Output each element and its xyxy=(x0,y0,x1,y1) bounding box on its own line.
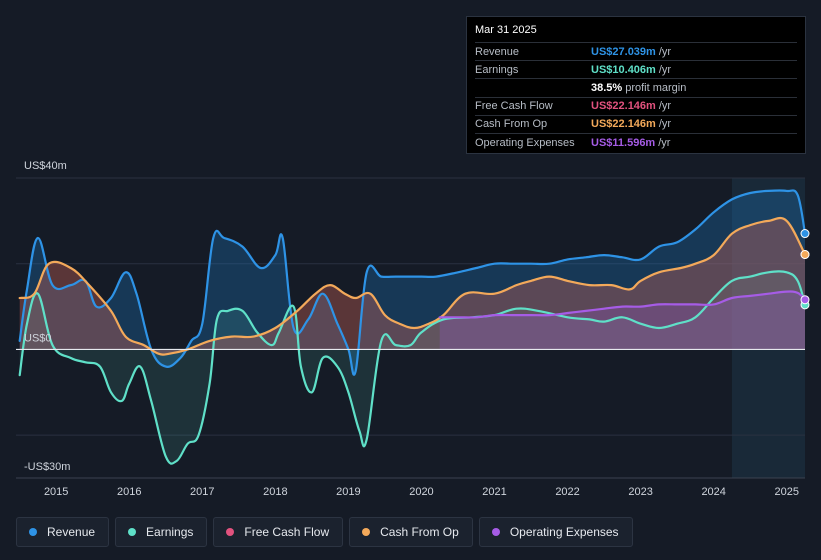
legend-dot-icon xyxy=(226,528,235,536)
legend-item-earnings[interactable]: Earnings xyxy=(115,517,208,547)
legend-label: Earnings xyxy=(146,525,194,539)
x-tick-label: 2021 xyxy=(482,486,506,498)
operating-expenses-endpoint-marker xyxy=(800,295,810,305)
tooltip-label: Revenue xyxy=(475,45,520,58)
y-tick-label: US$40m xyxy=(24,160,67,172)
legend-label: Cash From Op xyxy=(380,525,459,539)
tooltip-label: Free Cash Flow xyxy=(475,100,553,113)
profit-margin-value: 38.5% xyxy=(591,81,623,94)
legend-dot-icon xyxy=(362,528,371,536)
operating-expenses-line xyxy=(438,290,807,319)
tooltip-row-free-cash-flow: Free Cash Flow US$22.146m /yr xyxy=(475,96,797,115)
x-tick-label: 2025 xyxy=(774,486,798,498)
legend-label: Free Cash Flow xyxy=(244,525,330,539)
tooltip-row-revenue: Revenue US$27.039m /yr xyxy=(475,42,797,60)
axes: US$40m US$0 -US$30m 2015 2016 2017 2018 2019 202… xyxy=(24,160,799,498)
tooltip-panel: Mar 31 2025 Revenue US$27.039m /yr Earni… xyxy=(466,16,806,154)
tooltip-value: US$10.406m xyxy=(591,63,656,76)
tooltip-unit: /yr xyxy=(658,118,672,131)
tooltip-unit: /yr xyxy=(658,63,672,76)
x-tick-label: 2022 xyxy=(555,486,579,498)
tooltip-row-operating-expenses: Operating Expenses US$11.596m /yr xyxy=(475,132,797,151)
operating-expenses-area xyxy=(439,291,805,350)
revenue-endpoint-marker xyxy=(800,229,810,239)
tooltip-row-cash-from-op: Cash From Op US$22.146m /yr xyxy=(475,114,797,133)
cash-from-op-line xyxy=(18,216,807,356)
tooltip-value: US$27.039m xyxy=(591,45,656,58)
x-tick-label: 2024 xyxy=(701,486,725,498)
tooltip-value: US$22.146m xyxy=(591,100,656,113)
earnings-area xyxy=(19,271,805,464)
x-tick-label: 2023 xyxy=(628,486,652,498)
tooltip-date: Mar 31 2025 xyxy=(475,24,537,36)
legend: Revenue Earnings Free Cash Flow Cash Fro… xyxy=(16,517,633,547)
legend-dot-icon xyxy=(491,528,500,536)
tooltip-row-profit-margin: 38.5% profit margin xyxy=(475,78,797,96)
legend-label: Operating Expenses xyxy=(509,525,619,539)
tooltip-value: US$11.596m xyxy=(591,136,656,149)
legend-item-free-cash-flow[interactable]: Free Cash Flow xyxy=(213,517,344,547)
revenue-line xyxy=(18,189,807,376)
y-tick-label: -US$30m xyxy=(24,461,70,473)
tooltip-unit: /yr xyxy=(658,45,672,58)
tooltip-label: Earnings xyxy=(475,63,519,76)
tooltip-unit: /yr xyxy=(658,100,672,113)
x-tick-label: 2017 xyxy=(190,486,214,498)
x-tick-label: 2018 xyxy=(263,486,287,498)
legend-label: Revenue xyxy=(47,525,96,539)
legend-item-operating-expenses[interactable]: Operating Expenses xyxy=(478,517,633,547)
tooltip-label: Operating Expenses xyxy=(475,136,575,149)
legend-dot-icon xyxy=(128,528,137,536)
y-tick-label: US$0 xyxy=(24,332,52,344)
legend-item-revenue[interactable]: Revenue xyxy=(16,517,110,547)
earnings-line xyxy=(18,270,807,465)
tooltip-unit: /yr xyxy=(658,136,671,149)
x-tick-label: 2016 xyxy=(117,486,141,498)
tooltip-value: US$22.146m xyxy=(591,118,656,131)
cash-from-op-endpoint-marker xyxy=(800,250,810,259)
legend-item-cash-from-op[interactable]: Cash From Op xyxy=(349,517,473,547)
tooltip-label: Cash From Op xyxy=(475,118,548,131)
x-tick-label: 2019 xyxy=(336,486,360,498)
x-tick-label: 2015 xyxy=(44,486,68,498)
profit-margin-label: profit margin xyxy=(625,81,687,94)
legend-dot-icon xyxy=(29,528,37,536)
x-tick-label: 2020 xyxy=(409,486,433,498)
series-lines xyxy=(16,189,810,465)
tooltip-row-earnings: Earnings US$10.406m /yr xyxy=(475,60,797,78)
